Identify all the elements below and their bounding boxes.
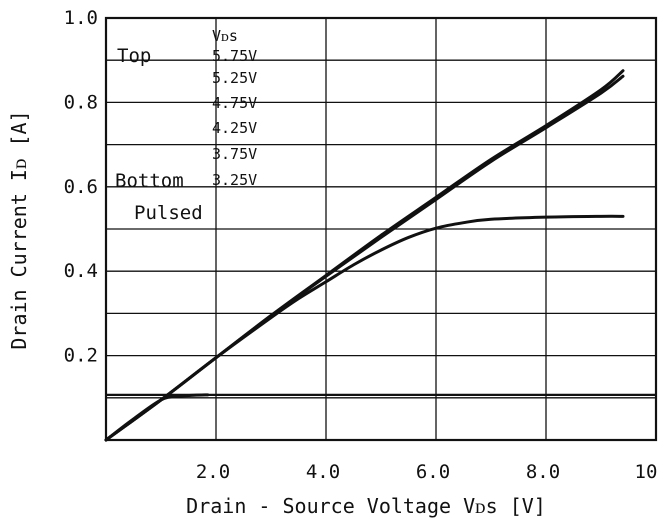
x-axis-label: Drain - Source Voltage Vᴅѕ [V]: [186, 494, 546, 518]
y-tick-label: 0.2: [64, 345, 98, 367]
series-line-3: [104, 214, 625, 442]
legend-entry-3: 4.75V: [212, 94, 257, 112]
x-tick-label: 10: [635, 461, 658, 483]
y-tick-labels: 0.2 0.4 0.6 0.8 1.0: [64, 7, 98, 367]
legend-bottom-label: Bottom: [115, 170, 184, 192]
y-tick-label: 0.6: [64, 176, 98, 198]
x-tick-label: 4.0: [306, 461, 340, 483]
series-group: [104, 69, 656, 442]
legend-header: Vᴅѕ: [212, 27, 238, 45]
legend-pulsed-label: Pulsed: [134, 202, 203, 224]
plot-frame: [104, 16, 658, 442]
legend-entry-6: 3.25V: [212, 171, 257, 189]
y-tick-label: 0.4: [64, 260, 98, 282]
legend-top-label: Top: [117, 45, 151, 67]
x-tick-labels: 2.0 4.0 6.0 8.0 10: [196, 461, 658, 483]
y-tick-label: 1.0: [64, 7, 98, 29]
legend-entry-2: 5.25V: [212, 69, 257, 87]
legend-entry-5: 3.75V: [212, 145, 257, 163]
y-axis-label: Drain Current Iᴅ [A]: [7, 110, 31, 349]
legend-entry-1: 5.75V: [212, 47, 257, 65]
legend: Vᴅѕ Top 5.75V 5.25V 4.75V 4.25V 3.75V Bo…: [115, 27, 257, 224]
x-tick-label: 8.0: [526, 461, 560, 483]
y-tick-label: 0.8: [64, 91, 98, 113]
series-line-4: [104, 393, 210, 442]
grid-lines: [106, 18, 656, 440]
x-tick-label: 6.0: [416, 461, 450, 483]
legend-entry-4: 4.25V: [212, 119, 257, 137]
x-tick-label: 2.0: [196, 461, 230, 483]
